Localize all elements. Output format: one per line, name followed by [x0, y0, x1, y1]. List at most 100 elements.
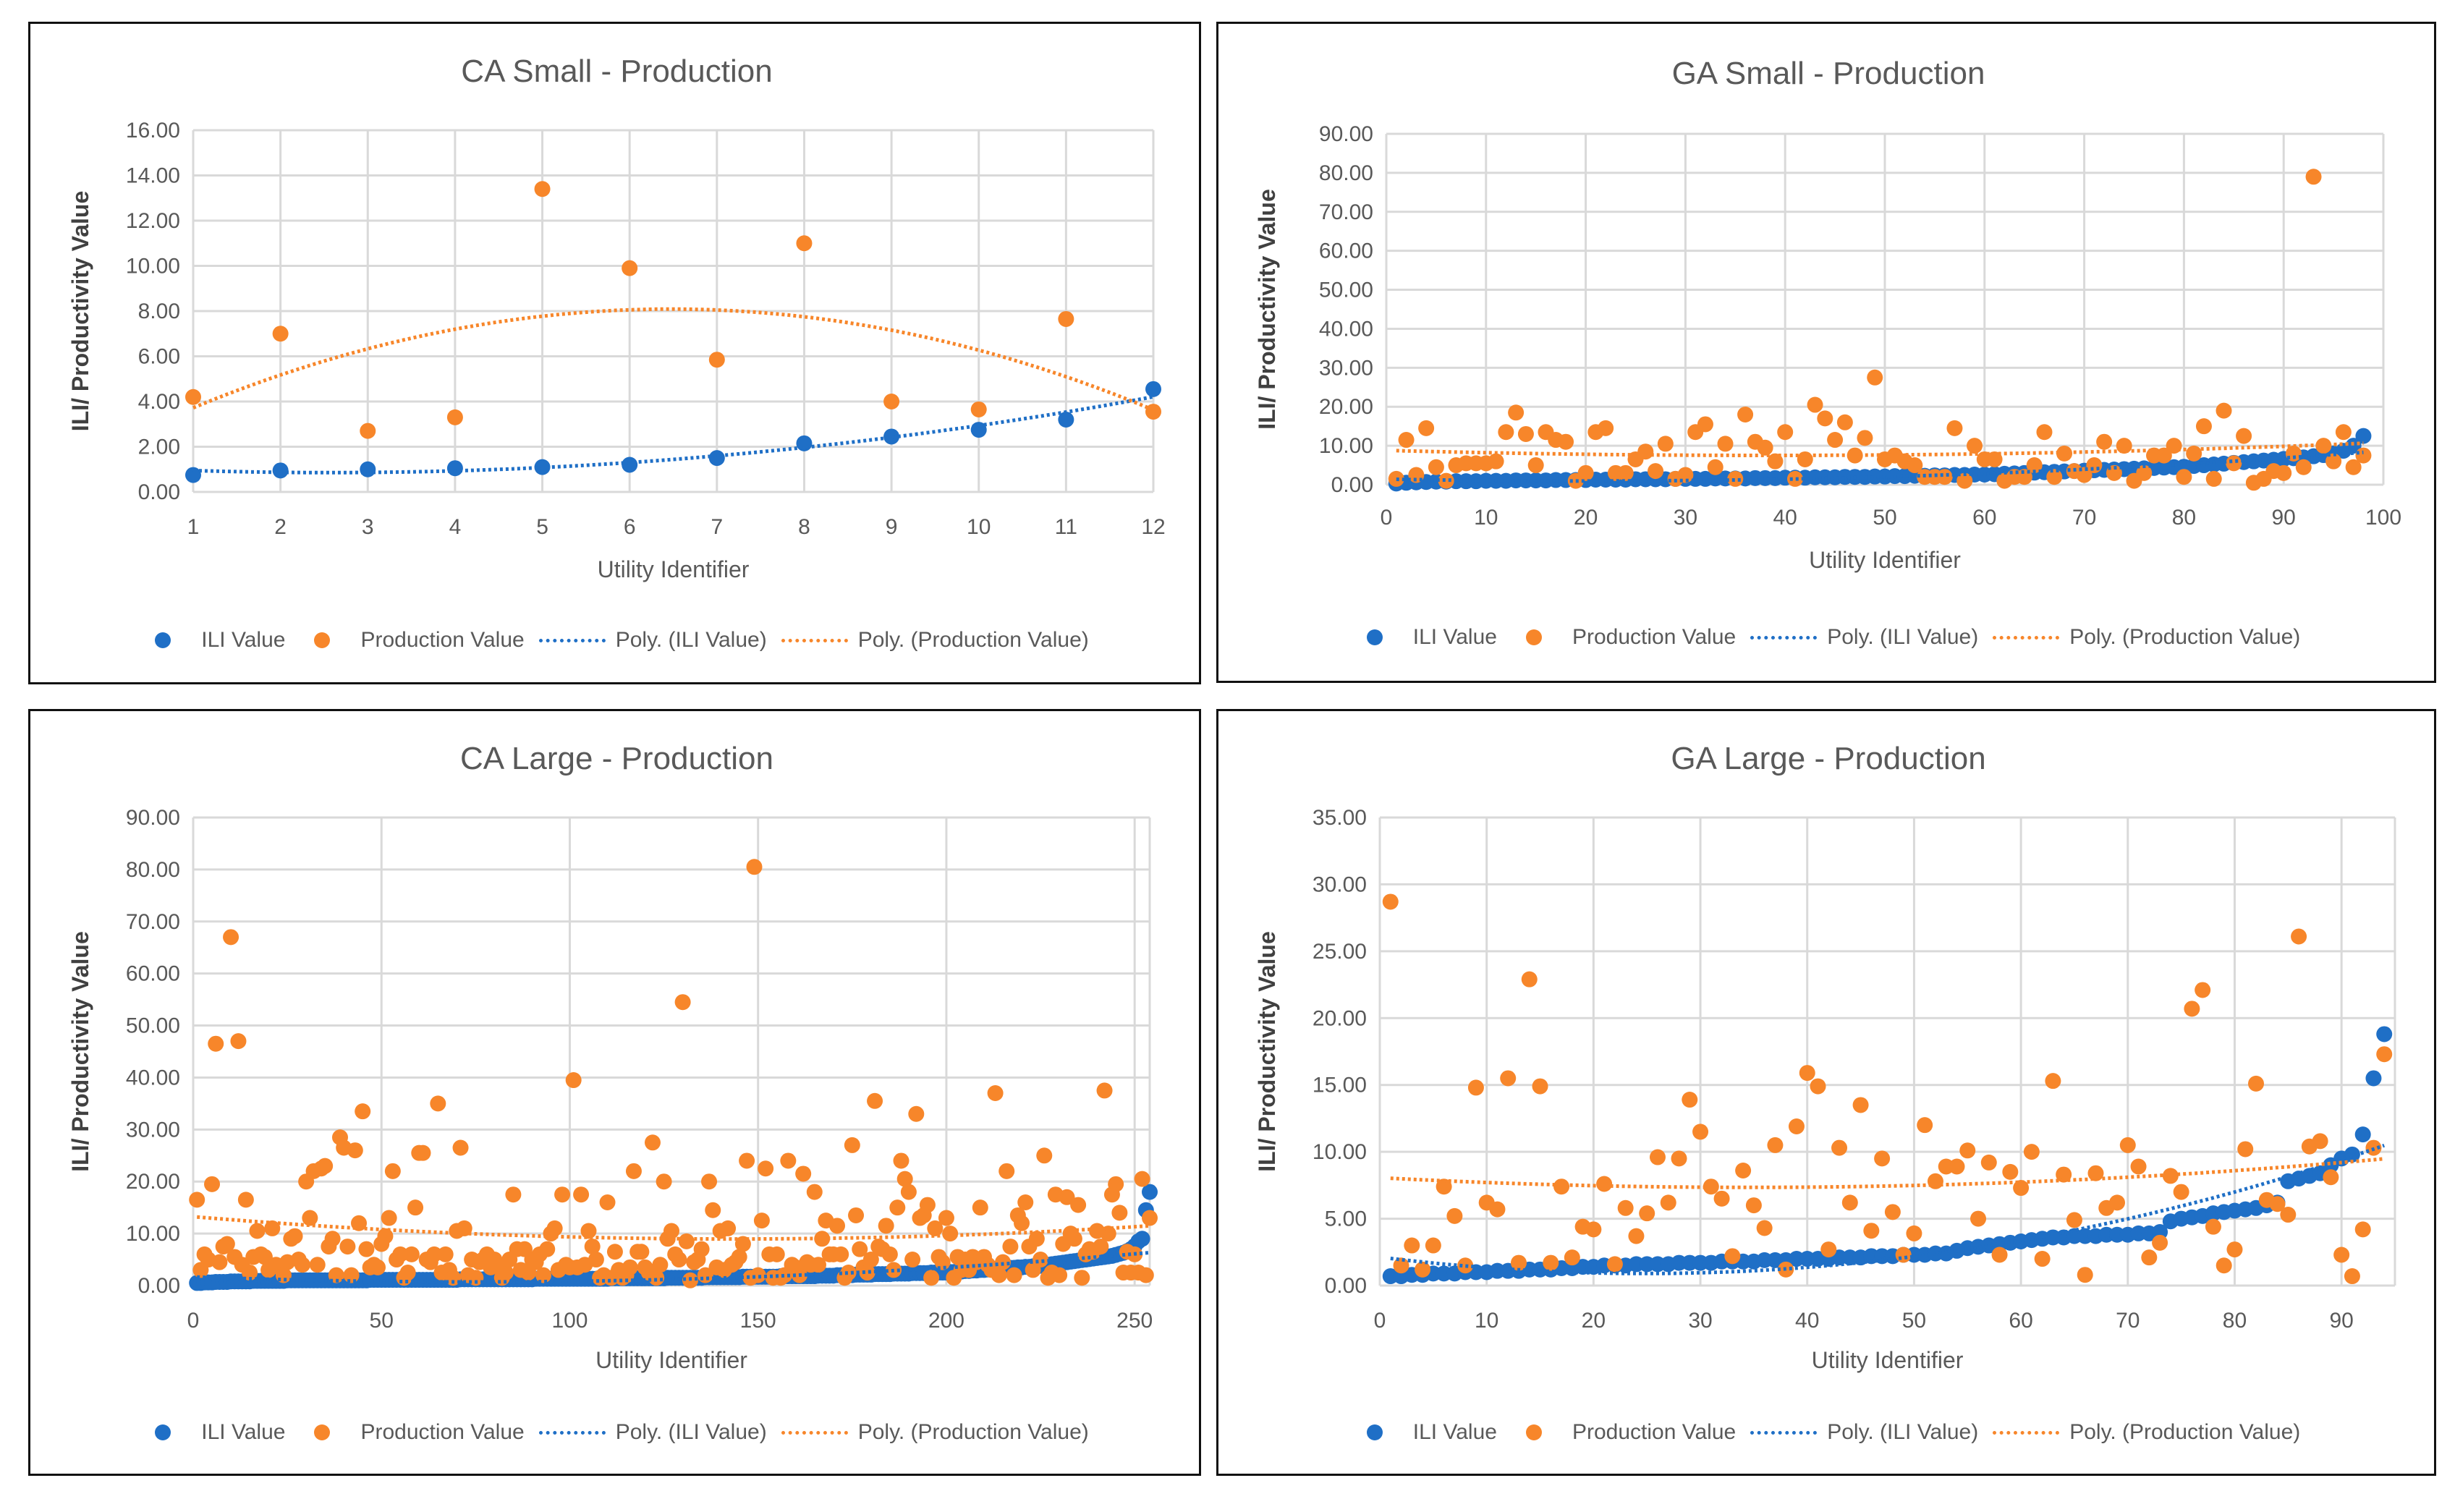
y-tick-label: 40.00 [1319, 317, 1373, 341]
x-tick-label: 60 [2009, 1309, 2032, 1333]
production-point [2176, 469, 2192, 485]
production-point [2226, 455, 2242, 472]
production-point [1488, 453, 1504, 470]
production-point [256, 1249, 273, 1265]
production-point [392, 1246, 409, 1262]
production-point [347, 1142, 363, 1159]
poly-ili-trendline [1396, 450, 2364, 483]
y-axis-title: ILI/ Productivity Value [1254, 931, 1280, 1172]
legend-label: Production Value [1572, 1420, 1737, 1444]
production-point [343, 1267, 360, 1283]
dotted-line-icon [781, 638, 848, 642]
y-tick-label: 0.00 [1331, 473, 1373, 497]
production-point [644, 1134, 661, 1151]
production-point [1745, 1197, 1762, 1214]
production-point [1508, 404, 1525, 421]
production-point [1436, 1178, 1452, 1195]
production-point [810, 1257, 826, 1273]
poly-production-trendline [1390, 1157, 2385, 1189]
production-point [889, 1199, 906, 1216]
y-axis-title: ILI/ Productivity Value [67, 931, 93, 1172]
production-point [625, 1163, 642, 1179]
ili-point [1142, 1184, 1158, 1200]
x-tick-label: 40 [1773, 506, 1797, 530]
y-tick-label: 10.00 [126, 1222, 180, 1246]
production-point [708, 352, 725, 368]
production-point [1682, 1092, 1698, 1108]
production-point [2376, 1046, 2393, 1063]
y-tick-label: 10.00 [1319, 434, 1373, 458]
production-point [230, 1033, 247, 1050]
y-tick-label: 16.00 [126, 119, 180, 143]
production-point [1727, 470, 1744, 487]
production-point [720, 1220, 737, 1236]
production-point [739, 1152, 755, 1169]
legend-label: Poly. (Production Value) [857, 628, 1089, 652]
production-point [1713, 1190, 1730, 1207]
x-tick-label: 10 [967, 515, 991, 539]
production-point [452, 1139, 469, 1156]
production-point [1657, 436, 1674, 452]
production-point [2323, 1169, 2339, 1186]
production-point [1867, 369, 1883, 386]
production-point [1907, 457, 1923, 474]
production-point [1707, 459, 1723, 475]
production-point [437, 1246, 454, 1262]
production-point [1936, 469, 1953, 485]
production-point [656, 1173, 672, 1190]
chart-legend: ILI Value Production Value Poly. (ILI Valu… [30, 1420, 1199, 1445]
production-point [671, 1252, 687, 1268]
production-point [1660, 1194, 1676, 1211]
production-point [829, 1218, 846, 1234]
y-tick-label: 20.00 [126, 1170, 180, 1194]
production-point [622, 260, 638, 276]
production-point [1767, 1137, 1784, 1153]
production-point [2295, 459, 2312, 475]
production-point [1532, 1078, 1548, 1095]
production-point [1446, 1207, 1463, 1224]
production-point [1788, 1118, 1805, 1135]
production-point [539, 1241, 556, 1257]
production-point [1425, 1237, 1441, 1254]
production-point [2162, 1168, 2179, 1184]
x-tick-label: 20 [1574, 506, 1598, 530]
production-point [1827, 432, 1844, 449]
production-marker-icon [314, 632, 331, 648]
production-point [2077, 1267, 2093, 1283]
ili-point [796, 435, 813, 451]
production-point [317, 1158, 334, 1174]
production-point [497, 1265, 514, 1281]
production-point [358, 1241, 375, 1257]
legend-label: Poly. (ILI Value) [615, 1420, 767, 1444]
legend-label: Poly. (ILI Value) [615, 628, 767, 652]
dotted-line-icon [781, 1430, 848, 1435]
production-point [2141, 1249, 2158, 1266]
production-series [1388, 169, 2372, 491]
production-point [355, 1103, 371, 1120]
y-tick-label: 6.00 [138, 345, 180, 369]
production-point [2216, 402, 2232, 419]
ili-marker-icon [1366, 1424, 1383, 1440]
production-point [1820, 1241, 1837, 1258]
production-point [1874, 1150, 1891, 1167]
production-point [972, 1199, 988, 1216]
dotted-line-icon [1993, 635, 2060, 640]
x-tick-label: 20 [1582, 1309, 1606, 1333]
legend-label: Production Value [360, 628, 525, 652]
production-point [2152, 1234, 2168, 1251]
production-point [663, 1223, 679, 1239]
production-point [1398, 432, 1415, 449]
x-tick-label: 70 [2072, 506, 2096, 530]
production-point [1598, 420, 1614, 436]
y-tick-label: 12.00 [126, 209, 180, 233]
production-point [1628, 1228, 1645, 1244]
production-point [1093, 1239, 1109, 1255]
production-series [189, 859, 1158, 1288]
chart-panel-ga-large: GA Large - Production 0.00 5.00 10.00 15.00 2… [1216, 709, 2436, 1476]
dotted-line-icon [1750, 1430, 1818, 1435]
x-tick-label: 4 [449, 515, 462, 539]
legend-ili: ILI Value [1352, 1420, 1497, 1445]
x-axis-title: Utility Identifier [595, 1347, 747, 1373]
production-point [1697, 416, 1713, 433]
production-point [554, 1186, 571, 1203]
